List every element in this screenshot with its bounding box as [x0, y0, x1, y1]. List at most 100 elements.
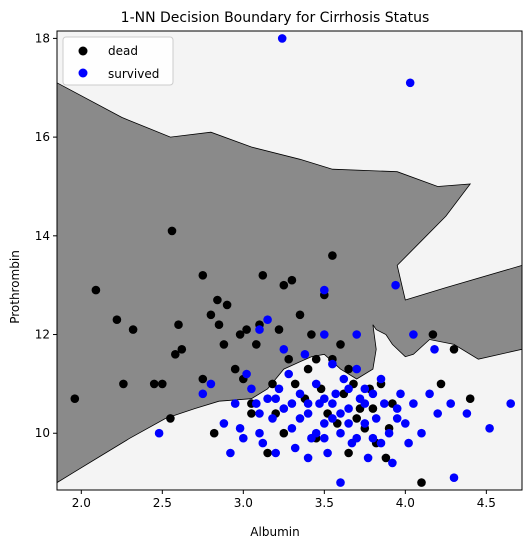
point-survived [328, 399, 337, 408]
point-survived [392, 414, 402, 423]
point-survived [268, 414, 277, 423]
point-dead [70, 394, 80, 404]
point-dead [279, 280, 289, 290]
point-dead [368, 404, 378, 413]
point-survived [277, 34, 287, 43]
point-dead [177, 345, 187, 354]
point-survived [251, 399, 261, 408]
point-survived [339, 374, 349, 384]
point-survived [352, 330, 362, 339]
point-survived [274, 384, 284, 394]
point-dead [171, 350, 180, 359]
point-survived [360, 419, 370, 428]
point-dead [198, 374, 208, 384]
point-dead [128, 325, 138, 334]
point-survived [320, 330, 329, 339]
point-survived [154, 428, 164, 438]
point-survived [344, 419, 353, 428]
point-survived [295, 414, 305, 423]
point-survived [255, 325, 264, 334]
point-survived [449, 473, 459, 483]
point-survived [230, 399, 240, 408]
point-survived [219, 419, 229, 428]
point-survived [430, 345, 439, 354]
y-tick-label: 16 [35, 130, 50, 144]
point-dead [381, 453, 391, 463]
point-survived [417, 428, 426, 438]
point-dead [287, 275, 297, 285]
point-survived [247, 384, 256, 394]
point-dead [167, 226, 177, 236]
point-survived [320, 433, 329, 443]
point-dead [344, 448, 353, 458]
point-survived [287, 399, 297, 408]
y-tick-label: 14 [35, 229, 50, 243]
point-dead [174, 320, 183, 330]
point-survived [255, 428, 264, 438]
point-dead [206, 310, 216, 320]
point-dead [295, 310, 305, 320]
x-axis-ticks: 2.0 2.5 3.0 3.5 4.0 4.5 [72, 490, 496, 510]
x-axis-label: Albumin [250, 525, 299, 539]
chart-title: 1-NN Decision Boundary for Cirrhosis Sta… [121, 10, 430, 26]
point-survived [344, 404, 353, 413]
point-survived [263, 394, 272, 404]
point-dead [290, 379, 300, 389]
point-survived [303, 409, 313, 418]
point-dead [242, 325, 251, 334]
point-survived [425, 389, 434, 399]
point-survived [331, 389, 341, 399]
point-dead [222, 300, 232, 310]
axes-frame [56, 30, 523, 491]
y-axis-ticks: 10 12 14 16 18 [35, 31, 57, 440]
point-dead [311, 354, 321, 364]
point-survived [300, 350, 310, 359]
point-dead [219, 340, 229, 349]
point-survived [380, 399, 389, 408]
point-survived [462, 409, 472, 418]
y-axis-label: Prothrombin [8, 250, 22, 324]
point-survived [290, 443, 300, 453]
legend-box [62, 36, 174, 86]
point-dead [428, 330, 438, 339]
point-survived [284, 369, 294, 379]
point-survived [368, 433, 378, 443]
point-survived [506, 399, 515, 408]
point-survived [376, 374, 386, 384]
point-dead [198, 271, 208, 280]
point-dead [344, 364, 353, 374]
point-survived [295, 389, 305, 399]
point-survived [242, 369, 251, 379]
x-tick-label: 3.0 [234, 496, 253, 510]
point-survived [401, 419, 410, 428]
point-dead [303, 364, 313, 374]
point-survived [206, 379, 216, 389]
point-survived [336, 478, 345, 487]
point-dead [230, 364, 240, 374]
legend-label-dead: dead [108, 44, 138, 58]
x-tick-label: 2.5 [153, 496, 172, 510]
point-survived [320, 285, 329, 295]
point-survived [287, 424, 297, 433]
legend-marker-survived [78, 68, 88, 78]
point-dead [307, 330, 316, 339]
point-survived [279, 404, 289, 413]
point-survived [320, 419, 329, 428]
point-dead [112, 315, 122, 325]
point-survived [311, 379, 321, 389]
point-dead [449, 345, 459, 354]
point-survived [371, 414, 381, 423]
point-survived [409, 399, 418, 408]
point-dead [166, 414, 175, 423]
point-survived [376, 438, 386, 448]
point-dead [274, 325, 284, 334]
legend-label-survived: survived [108, 67, 159, 81]
point-survived [405, 78, 415, 88]
point-dead [263, 448, 272, 458]
point-dead [149, 379, 159, 389]
legend-marker-dead [78, 46, 88, 56]
y-tick-label: 18 [35, 31, 50, 45]
point-survived [328, 359, 337, 369]
point-survived [258, 438, 268, 448]
